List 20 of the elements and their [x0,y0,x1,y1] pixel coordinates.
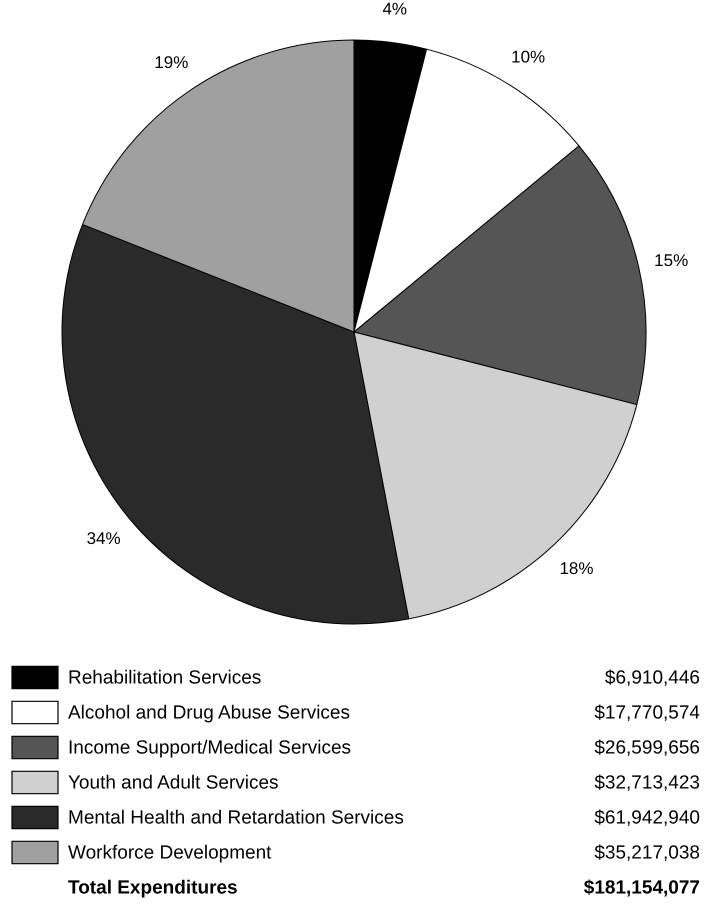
legend-label: Mental Health and Retardation Services [68,808,404,828]
text: $61,942,940 [594,808,700,828]
data-label: 15% [654,251,688,270]
data-label: 10% [511,48,546,67]
text: $35,217,038 [594,842,700,864]
text: $26,599,656 [594,738,700,758]
text: $181,154,077 [584,878,700,898]
legend-label: Income Support/Medical Services [68,738,352,758]
text: $32,713,423 [594,772,700,794]
data-label: 34% [86,529,121,548]
legend-label: Youth and Adult Services [68,772,279,794]
legend-label: Alcohol and Drug Abuse Services [68,702,350,724]
text: $6,910,446 [604,668,700,688]
data-label: 19% [154,53,188,72]
data-label: 18% [559,558,594,578]
text: $17,770,574 [594,702,700,724]
legend-label: Rehabilitation Services [68,668,262,688]
legend-label: Workforce Development [68,842,272,864]
text: Total Expenditures [68,878,238,898]
data-label: 4% [382,0,408,19]
